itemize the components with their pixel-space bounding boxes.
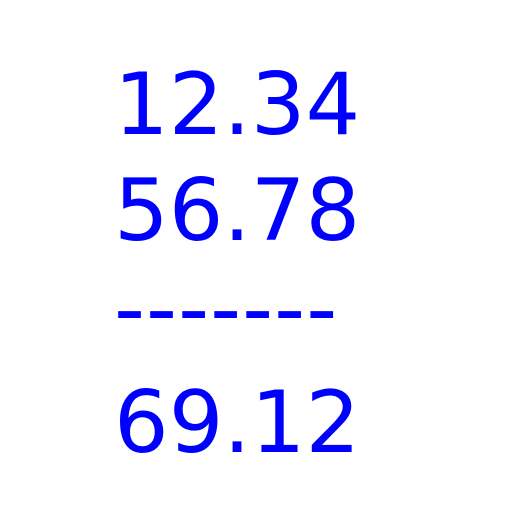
first-operand: 12.34 [114, 55, 361, 155]
sum-separator-line: ------- [114, 259, 339, 359]
sum-result: 69.12 [114, 373, 361, 473]
second-operand: 56.78 [114, 161, 361, 261]
